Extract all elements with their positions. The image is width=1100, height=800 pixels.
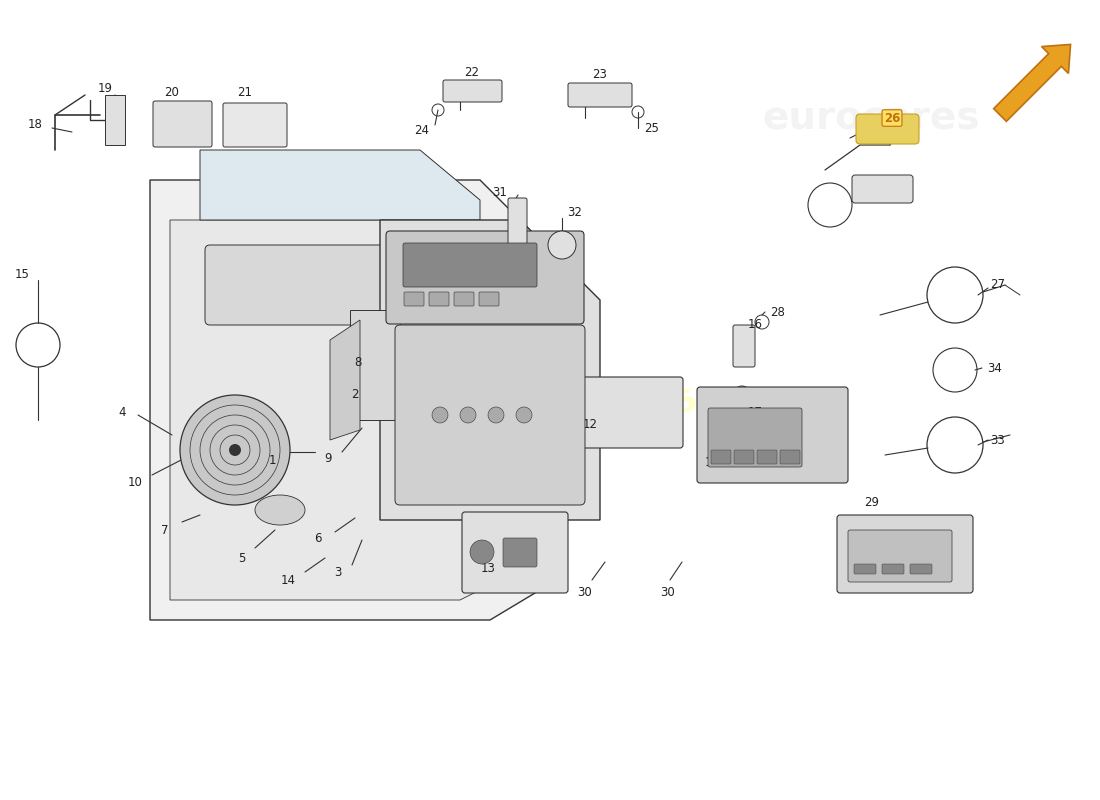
Circle shape — [470, 540, 494, 564]
Text: 21: 21 — [238, 86, 253, 98]
Text: 34: 34 — [988, 362, 1002, 374]
Text: 5: 5 — [239, 551, 245, 565]
FancyBboxPatch shape — [462, 512, 568, 593]
Text: 16: 16 — [748, 318, 762, 331]
Polygon shape — [350, 310, 400, 420]
Polygon shape — [170, 220, 501, 600]
Text: 12: 12 — [583, 418, 597, 431]
Text: eurocares: eurocares — [762, 100, 980, 138]
Text: 22: 22 — [464, 66, 480, 78]
Text: 26: 26 — [883, 111, 900, 125]
FancyBboxPatch shape — [386, 231, 584, 324]
FancyBboxPatch shape — [711, 450, 732, 464]
Circle shape — [548, 231, 576, 259]
Circle shape — [180, 395, 290, 505]
Text: 27: 27 — [990, 278, 1005, 291]
FancyBboxPatch shape — [454, 292, 474, 306]
Text: 1: 1 — [268, 454, 276, 466]
Text: 31: 31 — [493, 186, 507, 198]
Text: 32: 32 — [568, 206, 582, 218]
FancyBboxPatch shape — [852, 175, 913, 203]
FancyBboxPatch shape — [910, 564, 932, 574]
Text: 7: 7 — [162, 523, 168, 537]
Circle shape — [516, 407, 532, 423]
Text: 33: 33 — [991, 434, 1005, 446]
Text: 14: 14 — [280, 574, 296, 586]
Text: a passion for parts since 1985: a passion for parts since 1985 — [199, 386, 701, 574]
Polygon shape — [330, 320, 360, 440]
Text: 17: 17 — [748, 406, 762, 418]
FancyBboxPatch shape — [205, 245, 434, 325]
FancyBboxPatch shape — [856, 114, 918, 144]
FancyBboxPatch shape — [395, 325, 585, 505]
FancyBboxPatch shape — [882, 564, 904, 574]
Text: 6: 6 — [315, 531, 321, 545]
FancyBboxPatch shape — [153, 101, 212, 147]
Ellipse shape — [255, 495, 305, 525]
FancyBboxPatch shape — [403, 243, 537, 287]
Text: 15: 15 — [14, 269, 30, 282]
Polygon shape — [379, 220, 600, 520]
FancyBboxPatch shape — [568, 83, 632, 107]
FancyBboxPatch shape — [733, 325, 755, 367]
FancyBboxPatch shape — [508, 198, 527, 257]
FancyBboxPatch shape — [404, 292, 424, 306]
Text: 20: 20 — [165, 86, 179, 98]
Text: 29: 29 — [865, 495, 880, 509]
Text: 13: 13 — [481, 562, 495, 574]
Text: 2: 2 — [351, 389, 359, 402]
FancyBboxPatch shape — [223, 103, 287, 147]
FancyBboxPatch shape — [503, 538, 537, 567]
FancyBboxPatch shape — [780, 450, 800, 464]
Text: 19: 19 — [98, 82, 112, 94]
Polygon shape — [104, 95, 125, 145]
Circle shape — [432, 407, 448, 423]
Text: 30: 30 — [661, 586, 675, 598]
Text: 9: 9 — [324, 451, 332, 465]
Text: 11: 11 — [704, 455, 719, 469]
Circle shape — [229, 444, 241, 456]
Polygon shape — [150, 180, 540, 620]
Circle shape — [488, 407, 504, 423]
Text: 4: 4 — [119, 406, 125, 418]
Text: 3: 3 — [334, 566, 342, 578]
FancyBboxPatch shape — [708, 408, 802, 467]
Text: 23: 23 — [593, 69, 607, 82]
Circle shape — [460, 407, 476, 423]
FancyBboxPatch shape — [734, 450, 754, 464]
Circle shape — [733, 386, 751, 404]
FancyBboxPatch shape — [837, 515, 974, 593]
FancyBboxPatch shape — [757, 450, 777, 464]
Text: 24: 24 — [415, 123, 429, 137]
Text: 8: 8 — [354, 355, 362, 369]
Polygon shape — [200, 150, 480, 220]
Text: 30: 30 — [578, 586, 593, 598]
Text: 18: 18 — [28, 118, 43, 131]
FancyBboxPatch shape — [566, 377, 683, 448]
FancyBboxPatch shape — [854, 564, 876, 574]
FancyBboxPatch shape — [429, 292, 449, 306]
Text: 28: 28 — [771, 306, 785, 318]
FancyBboxPatch shape — [478, 292, 499, 306]
FancyBboxPatch shape — [443, 80, 502, 102]
Text: 25: 25 — [645, 122, 659, 134]
FancyBboxPatch shape — [848, 530, 952, 582]
Text: 10: 10 — [128, 475, 142, 489]
FancyArrow shape — [993, 45, 1070, 122]
FancyBboxPatch shape — [697, 387, 848, 483]
